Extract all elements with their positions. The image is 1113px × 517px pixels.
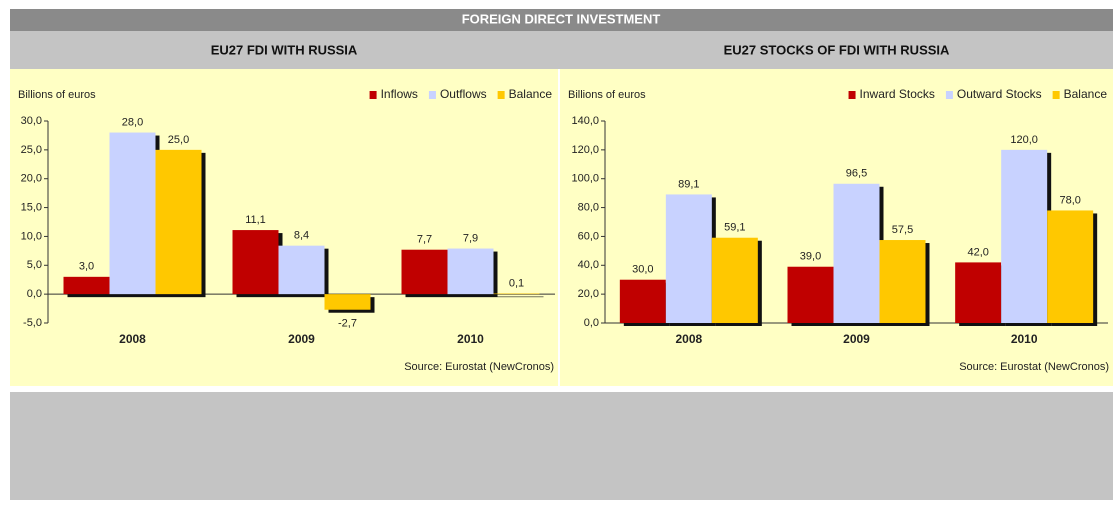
source: Source: Eurostat (NewCronos) xyxy=(404,361,554,373)
legend-swatch xyxy=(428,91,436,99)
value-label: 30,0 xyxy=(632,264,653,276)
x-tick-label: 2009 xyxy=(288,332,315,346)
y-tick-label: 100,0 xyxy=(571,173,599,185)
source: Source: Eurostat (NewCronos) xyxy=(959,361,1109,373)
legend-label: Inward Stocks xyxy=(860,87,935,101)
y-tick-label: -5,0 xyxy=(23,317,42,329)
bar xyxy=(879,240,926,323)
legend-swatch xyxy=(945,91,953,99)
y-tick-label: 0,0 xyxy=(27,288,42,300)
y-tick-label: 140,0 xyxy=(571,115,599,127)
legend-label: Balance xyxy=(509,87,553,101)
header-bar xyxy=(10,9,1113,31)
chart-title: EU27 FDI WITH RUSSIA xyxy=(211,42,358,57)
bar xyxy=(955,262,1002,323)
y-tick-label: 60,0 xyxy=(578,230,599,242)
bar xyxy=(619,279,666,323)
bar xyxy=(278,245,325,295)
y-tick-label: 5,0 xyxy=(27,259,42,271)
bar xyxy=(324,294,371,310)
value-label: 120,0 xyxy=(1010,134,1038,146)
y-tick-label: 20,0 xyxy=(21,173,42,185)
value-label: 8,4 xyxy=(294,230,309,242)
value-label: 59,1 xyxy=(724,222,745,234)
chart-title: EU27 STOCKS OF FDI WITH RUSSIA xyxy=(724,42,950,57)
value-label: 7,7 xyxy=(417,234,432,246)
bar xyxy=(1047,210,1094,323)
bar xyxy=(401,249,448,295)
bar xyxy=(447,248,494,295)
x-tick-label: 2008 xyxy=(119,332,146,346)
x-tick-label: 2009 xyxy=(843,332,870,346)
y-tick-label: 120,0 xyxy=(571,144,599,156)
legend-label: Inflows xyxy=(381,87,418,101)
legend-swatch xyxy=(369,91,377,99)
y-tick-label: 15,0 xyxy=(21,201,42,213)
y-axis-label: Billions of euros xyxy=(18,89,96,101)
x-tick-label: 2010 xyxy=(1011,332,1038,346)
value-label: 57,5 xyxy=(892,224,913,236)
bar xyxy=(833,183,880,323)
bar xyxy=(711,237,758,323)
legend-label: Balance xyxy=(1064,87,1108,101)
y-tick-label: 10,0 xyxy=(21,230,42,242)
value-label: 0,1 xyxy=(509,277,524,289)
bar-shadow xyxy=(497,296,544,298)
y-tick-label: 30,0 xyxy=(21,115,42,127)
value-label: 89,1 xyxy=(678,178,699,190)
value-label: 39,0 xyxy=(800,251,821,263)
x-tick-label: 2010 xyxy=(457,332,484,346)
y-tick-label: 80,0 xyxy=(578,201,599,213)
value-label: 3,0 xyxy=(79,261,94,273)
y-tick-label: 0,0 xyxy=(584,317,599,329)
panel xyxy=(10,69,558,386)
y-axis-label: Billions of euros xyxy=(568,89,646,101)
x-tick-label: 2008 xyxy=(675,332,702,346)
y-tick-label: 25,0 xyxy=(21,144,42,156)
bar xyxy=(63,276,110,295)
value-label: 7,9 xyxy=(463,232,478,244)
bar xyxy=(787,266,834,323)
footer-bar xyxy=(10,392,1113,500)
subheader-bar xyxy=(10,31,1113,69)
legend-label: Outflows xyxy=(440,87,487,101)
legend-swatch xyxy=(497,91,505,99)
header-title: FOREIGN DIRECT INVESTMENT xyxy=(462,11,661,26)
bar xyxy=(155,149,202,295)
bar xyxy=(1001,149,1048,323)
bar xyxy=(493,293,540,295)
bar xyxy=(109,132,156,295)
legend-label: Outward Stocks xyxy=(957,87,1042,101)
y-tick-label: 40,0 xyxy=(578,259,599,271)
value-label: 78,0 xyxy=(1059,194,1080,206)
legend-swatch xyxy=(848,91,856,99)
y-tick-label: 20,0 xyxy=(578,288,599,300)
bar xyxy=(232,230,279,295)
bar xyxy=(665,194,712,323)
value-label: 11,1 xyxy=(245,214,266,226)
value-label: 25,0 xyxy=(168,134,189,146)
legend-swatch xyxy=(1052,91,1060,99)
value-label: -2,7 xyxy=(338,318,357,330)
value-label: 42,0 xyxy=(967,246,988,258)
value-label: 28,0 xyxy=(122,116,143,128)
value-label: 96,5 xyxy=(846,168,867,180)
